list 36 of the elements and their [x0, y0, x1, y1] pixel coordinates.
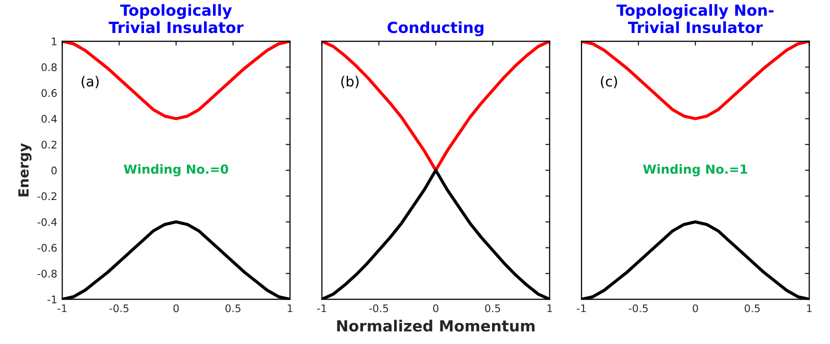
y-tick-label: -0.6 [38, 244, 57, 252]
y-tick-label: 0.4 [42, 114, 57, 123]
x-tick-label: 0.5 [485, 304, 500, 312]
x-tick-label: 1 [807, 304, 812, 312]
y-tick-label: -1 [48, 296, 56, 304]
y-tick-label: 0.6 [42, 89, 57, 97]
y-tick-label: 0 [51, 166, 57, 174]
y-tick-label: -0.4 [38, 218, 57, 226]
annotation: (c) [600, 76, 618, 88]
x-axis-title: Normalized Momentum [337, 320, 535, 332]
x-tick-label: -1 [58, 304, 66, 312]
annotation: (b) [341, 76, 359, 88]
x-tick-label: -0.5 [369, 304, 388, 312]
annotation: Winding No.=1 [643, 164, 748, 176]
x-tick-label: 1 [288, 304, 292, 312]
x-tick-label: -0.5 [110, 304, 128, 312]
y-axis-title: Energy [18, 143, 32, 196]
chart-title: Topologically Non- Trivial Insulator [616, 4, 774, 34]
x-tick-label: -0.5 [628, 304, 648, 312]
chart-title: Conducting [388, 21, 484, 36]
y-tick-label: 1 [52, 38, 56, 46]
x-tick-label: 0 [692, 304, 698, 312]
x-tick-label: 0 [173, 304, 179, 312]
y-tick-label: 0.2 [42, 140, 56, 149]
y-tick-label: -0.2 [38, 192, 56, 200]
annotation: (a) [82, 76, 99, 88]
x-tick-label: 0.5 [744, 304, 760, 312]
x-tick-label: -1 [317, 304, 326, 312]
chart-title: Topologically Trivial Insulator [108, 4, 244, 34]
x-tick-label: -1 [576, 304, 586, 312]
annotation: Winding No.=0 [124, 164, 228, 176]
x-tick-label: 0 [433, 304, 438, 312]
y-tick-label: -0.8 [38, 270, 57, 278]
y-tick-label: 0.8 [42, 63, 57, 72]
x-tick-label: 0.5 [225, 304, 240, 312]
x-tick-label: 1 [547, 304, 552, 312]
